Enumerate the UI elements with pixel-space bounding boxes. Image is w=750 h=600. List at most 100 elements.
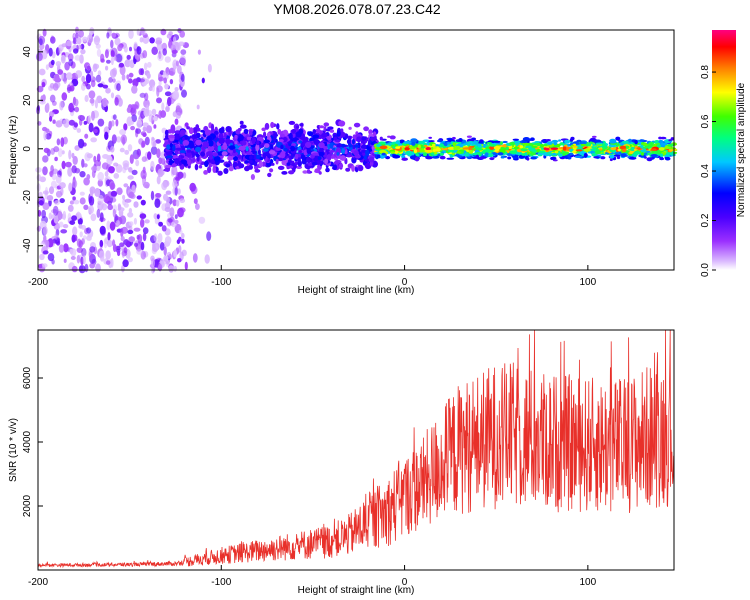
spectrogram-cell [58,221,64,228]
spectrogram-cell [352,138,355,145]
spectrogram-cell [541,147,545,150]
spectrogram-cell [68,149,72,160]
spectrogram-cell [327,126,334,130]
spectrogram-cell [136,46,142,55]
spectrogram-cell [238,134,244,141]
spectrogram-cell [67,53,74,62]
spectrogram-cell [57,148,63,158]
spectrogram-cell [94,187,101,197]
spectrogram-cell [333,136,338,141]
spectrogram-cell [546,151,552,155]
spectrogram-cell [128,167,133,173]
spectrogram-cell [340,143,346,148]
spectrogram-cell [294,153,299,160]
spectrogram-cell [73,37,77,44]
spectrogram-cell [579,141,587,145]
spectrogram-cell [94,99,98,109]
spectrogram-cell [54,77,62,83]
spectrogram-cell [42,28,47,37]
spectrogram-cell [39,38,43,46]
spectrogram-cell [417,144,421,149]
spectrogram-cell [346,154,352,158]
spectrogram-cell [166,155,173,159]
spectrogram-cell [128,221,134,227]
spectrogram-cell [128,191,135,199]
spectrogram-cell [140,27,145,36]
spectrogram-cell [92,63,98,73]
spectrogram-cell [96,48,102,58]
spectrogram-cell [214,130,219,135]
spectrogram-cell [164,206,171,213]
spectrogram-cell [128,72,134,78]
snr-panel: -200 -100 0 100 2000 4000 6000 Height of stra… [8,329,675,596]
spectrogram-cell [43,234,47,243]
spectrogram-cell [530,137,535,141]
spectrogram-cell [670,137,675,141]
spectrogram-cell [104,49,109,59]
spectrogram-cell [40,95,45,103]
spectrogram-cell [95,263,101,273]
spectrogram-cell [401,157,409,161]
spectrogram-cell [291,128,297,134]
spectrogram-cell [446,157,455,160]
spectrogram-cell [629,156,637,160]
spectrogram-cell [69,85,75,92]
spectrogram-cell [262,148,269,152]
spectrogram-cell [72,155,78,165]
spectrogram-cell [288,120,296,125]
spectrogram-cell [306,156,311,164]
spectrogram-cell [86,227,92,234]
spectrogram-cell [361,149,367,153]
spectrogram-cell [295,125,300,129]
spectrogram-cell [609,140,617,144]
spectrogram-cell [198,164,203,169]
spectrogram-cell [184,122,189,127]
spectrogram-cell [654,140,660,144]
spectrogram-cell [105,260,111,265]
spectrogram-cell [479,156,484,160]
spectrogram-cell [142,132,147,137]
spectrogram-cell [76,211,81,220]
spectrogram-cell [142,232,147,242]
spectrogram-cell [53,146,60,153]
spectrogram-cell [184,261,188,271]
spectrogram-cell [42,202,50,210]
spectrogram-cell [376,154,381,159]
spectrogram-cell [173,249,178,258]
spectrogram-y-tick-label: 20 [22,94,33,106]
spectrogram-ylabel: Frequency (Hz) [8,116,19,185]
spectrogram-cell [332,164,338,171]
spectrogram-cell [610,147,617,151]
spectrogram-cell [620,142,625,146]
spectrogram-cell [499,141,503,145]
spectrogram-cell [341,148,346,154]
spectrogram-cell [591,146,598,149]
spectrogram-cell [81,247,87,257]
spectrogram-cell [52,238,58,244]
spectrogram-cell [55,174,62,184]
spectrogram-cell [174,133,180,141]
spectrogram-cell [193,198,198,205]
spectrogram-cell [122,194,126,200]
spectrogram-cell [130,125,136,131]
spectrogram-cell [668,143,675,147]
spectrogram-cell [257,149,261,156]
spectrogram-cell [164,83,169,90]
spectrogram-cell [543,147,550,151]
spectrogram-cell [218,138,225,144]
spectrogram-cell [115,164,123,173]
spectrogram-cell [468,149,474,154]
spectrogram-cell [101,203,108,211]
spectrogram-cell [507,156,512,160]
spectrogram-cell [178,236,182,242]
spectrogram-cell [234,141,238,145]
spectrogram-cell [171,155,179,159]
spectrogram-cell [107,200,112,206]
colorbar-tick-label: 0.0 [700,263,711,277]
spectrogram-cell [151,108,157,116]
spectrogram-cell [660,153,663,158]
spectrogram-cell [119,242,125,247]
spectrogram-cell [225,126,232,133]
spectrogram-cell [534,141,540,144]
